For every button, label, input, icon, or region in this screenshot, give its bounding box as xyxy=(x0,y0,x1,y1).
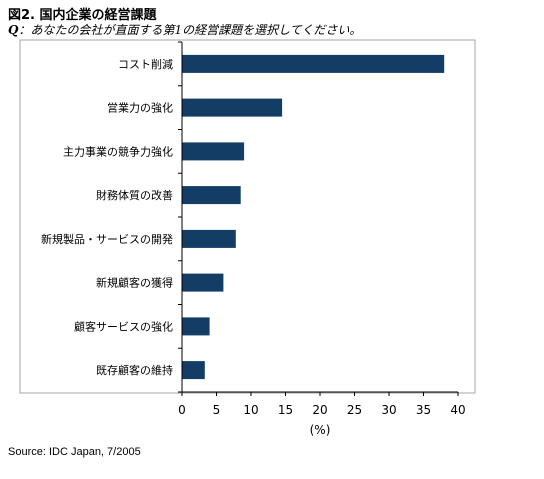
source-note: Source: IDC Japan, 7/2005 xyxy=(8,446,141,458)
survey-question: Q：あなたの会社が直面する第1の経営課題を選択してください。 xyxy=(8,21,361,38)
x-tick-label: 10 xyxy=(243,403,258,417)
category-label: 財務体質の改善 xyxy=(96,188,173,202)
plot-frame xyxy=(19,39,476,394)
category-label: 新規顧客の獲得 xyxy=(96,276,173,290)
x-tick-label: 15 xyxy=(278,403,293,417)
bar xyxy=(182,54,445,73)
x-tick-label: 40 xyxy=(450,403,465,417)
x-tick-label: 25 xyxy=(347,403,362,417)
question-prefix: Q xyxy=(8,23,19,37)
figure-title: 図2. 国内企業の経営課題 xyxy=(8,8,157,23)
bar xyxy=(182,98,283,117)
x-tick-label: 0 xyxy=(178,403,186,417)
x-tick-label: 35 xyxy=(416,403,431,417)
bar xyxy=(182,361,205,380)
bar xyxy=(182,317,210,336)
bar xyxy=(182,229,236,248)
bar xyxy=(182,273,224,292)
category-label: 既存顧客の維持 xyxy=(96,363,173,377)
category-label: 顧客サービスの強化 xyxy=(74,319,173,333)
x-axis-label: (%) xyxy=(310,423,331,437)
x-tick-label: 30 xyxy=(381,403,396,417)
category-label: 主力事業の競争力強化 xyxy=(63,144,173,158)
category-label: 新規製品・サービスの開発 xyxy=(41,232,173,246)
bar xyxy=(182,186,241,205)
category-label: コスト削減 xyxy=(118,57,173,71)
question-text: ：あなたの会社が直面する第1の経営課題を選択してください。 xyxy=(18,23,362,37)
x-tick-label: 20 xyxy=(312,403,327,417)
bar xyxy=(182,142,245,161)
x-tick-label: 5 xyxy=(213,403,221,417)
category-label: 営業力の強化 xyxy=(107,101,173,115)
